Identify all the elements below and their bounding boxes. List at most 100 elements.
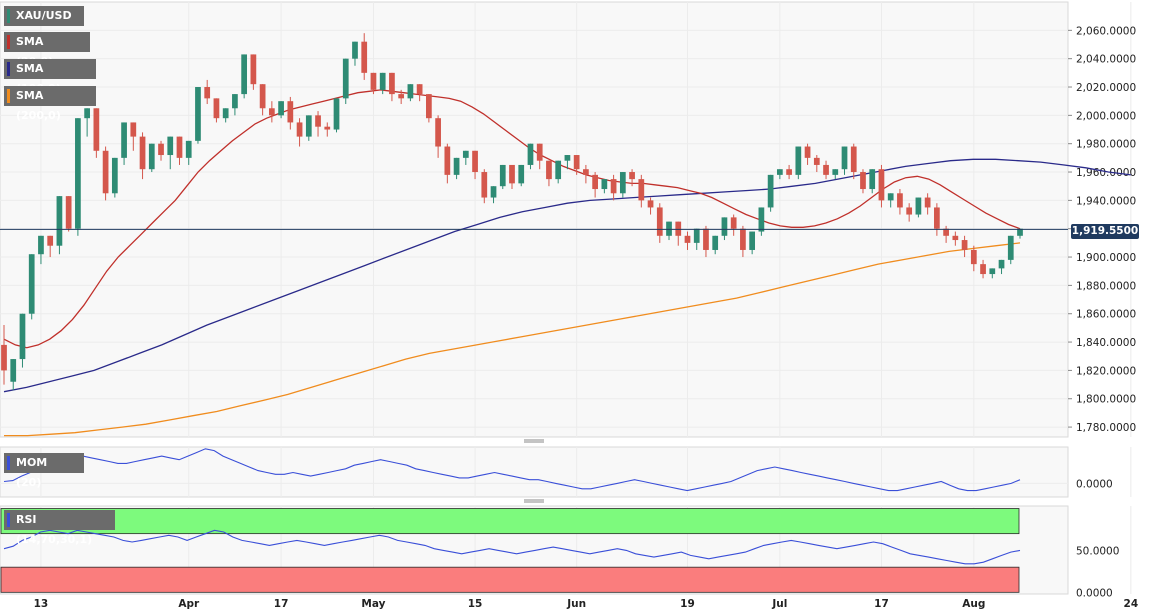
candle xyxy=(416,84,423,102)
y-tick-label: 1,880.0000 xyxy=(1076,280,1136,292)
candle xyxy=(342,58,349,105)
candle xyxy=(1007,235,1014,265)
y-tick-label: 1,800.0000 xyxy=(1076,394,1136,406)
candle xyxy=(426,94,432,123)
candle xyxy=(693,228,700,250)
candle xyxy=(749,231,756,255)
candle xyxy=(998,259,1005,275)
candle xyxy=(832,169,839,180)
candle xyxy=(315,111,321,137)
legend-swatch-icon xyxy=(7,513,10,527)
candle xyxy=(111,157,118,198)
candle-body xyxy=(472,150,478,173)
candle-body xyxy=(352,41,358,59)
candle xyxy=(204,79,211,105)
candle xyxy=(509,164,515,190)
candle xyxy=(185,140,192,165)
candle-body xyxy=(158,143,164,156)
candle-body xyxy=(333,98,340,130)
x-tick-label: 24 xyxy=(1124,598,1139,610)
legend-sma100[interactable]: SMA (100,0) xyxy=(4,59,96,95)
candle-body xyxy=(195,87,201,141)
candle xyxy=(462,150,469,165)
candle-body xyxy=(850,146,857,173)
candle-body xyxy=(952,235,959,241)
candle xyxy=(296,118,303,147)
candle-body xyxy=(315,115,321,127)
candle xyxy=(906,203,913,222)
candle-body xyxy=(148,143,155,170)
legend-rsi[interactable]: RSI (14,70,30,1) xyxy=(4,510,115,546)
candle-body xyxy=(296,122,303,137)
candle-body xyxy=(703,228,709,250)
candle xyxy=(278,101,284,119)
y-tick-label: 1,860.0000 xyxy=(1076,309,1136,321)
legend-mom[interactable]: MOM (20) xyxy=(4,453,84,489)
candle-body xyxy=(869,169,876,190)
candle xyxy=(259,84,266,116)
candle-body xyxy=(121,122,127,158)
candle-body xyxy=(629,172,635,180)
x-tick-label: 13 xyxy=(34,598,49,610)
candle-body xyxy=(416,84,423,95)
legend-swatch-icon xyxy=(7,35,10,49)
candle-body xyxy=(28,254,35,314)
legend-sma200[interactable]: SMA (200,0) xyxy=(4,86,96,122)
candle-body xyxy=(998,259,1005,269)
candle xyxy=(767,174,774,212)
candle-body xyxy=(278,101,284,116)
candle-body xyxy=(878,169,885,201)
sma20-line xyxy=(3,89,1021,349)
legend-swatch-icon xyxy=(7,89,10,103)
candle-body xyxy=(675,221,682,236)
legend-rsi-label: RSI (14,70,30,1) xyxy=(16,513,93,546)
candle xyxy=(758,207,765,236)
legend-xauusd[interactable]: XAU/USD xyxy=(4,6,84,26)
candle-body xyxy=(324,126,331,130)
candle-body xyxy=(776,169,783,175)
candle xyxy=(305,115,312,141)
candle-body xyxy=(721,217,728,236)
candle-body xyxy=(610,179,617,194)
legend-sma20[interactable]: SMA (20,0) xyxy=(4,32,90,68)
candle-body xyxy=(130,122,137,137)
candle xyxy=(435,115,441,158)
candle-body xyxy=(583,169,589,175)
candle xyxy=(370,72,377,95)
candle-body xyxy=(924,197,931,208)
legend-swatch-icon xyxy=(7,62,10,76)
candle xyxy=(915,197,922,218)
x-axis: 13 Apr 17 May 15 Jun 19 Jul 17 Aug 24 xyxy=(34,439,1139,610)
candle xyxy=(472,150,478,180)
candle xyxy=(730,214,737,236)
candle xyxy=(158,140,164,161)
candle xyxy=(878,164,885,208)
candle xyxy=(10,359,17,391)
x-tick-label: Apr xyxy=(178,598,200,610)
rsi-overbought-band xyxy=(0,508,1020,535)
candle-body xyxy=(546,160,552,180)
candle xyxy=(823,160,829,180)
candle-body xyxy=(693,228,700,243)
candle xyxy=(980,259,986,279)
candle-body xyxy=(361,41,368,73)
candle xyxy=(536,143,543,170)
candle xyxy=(647,197,654,215)
y-tick-label: 1,960.0000 xyxy=(1076,167,1136,179)
candle xyxy=(601,179,608,194)
legend-mom-label: MOM (20) xyxy=(16,456,48,489)
candle-body xyxy=(305,115,312,137)
candle xyxy=(887,193,894,208)
x-tick-label: Jun xyxy=(566,598,586,610)
candle xyxy=(850,143,857,180)
candle xyxy=(352,41,358,66)
candle-body xyxy=(10,359,17,382)
candle xyxy=(666,221,672,241)
candle-body xyxy=(111,157,118,194)
candle-body xyxy=(740,228,746,250)
candle-body xyxy=(426,94,432,119)
candle xyxy=(610,174,617,201)
main-panel-bg xyxy=(0,1,1069,438)
momentum-panel: 0.0000 xyxy=(0,446,1132,498)
